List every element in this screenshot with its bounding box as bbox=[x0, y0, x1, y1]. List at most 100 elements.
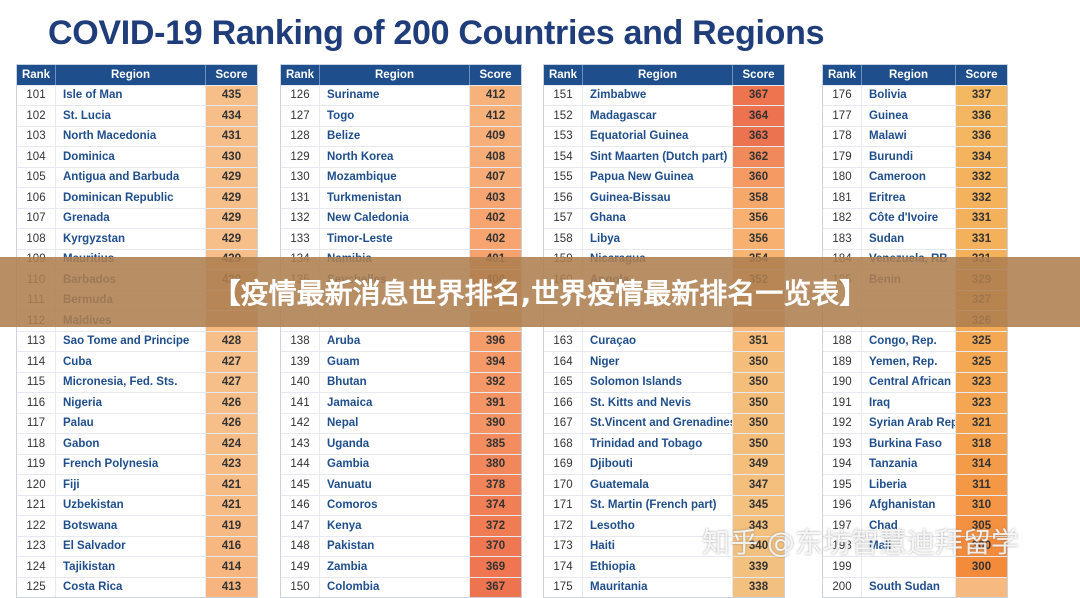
score-cell: 402 bbox=[470, 208, 521, 228]
rank-cell: 114 bbox=[17, 352, 56, 372]
table-row: 105 Antigua and Barbuda 429 bbox=[17, 166, 257, 187]
rank-cell: 173 bbox=[544, 536, 583, 556]
rank-cell: 165 bbox=[544, 372, 583, 392]
table-row: 181 Eritrea 332 bbox=[823, 187, 1007, 208]
region-cell: Syrian Arab Republic bbox=[862, 413, 956, 433]
region-cell: St.Vincent and Grenadines bbox=[583, 413, 733, 433]
rank-cell: 103 bbox=[17, 126, 56, 146]
table-row: 106 Dominican Republic 429 bbox=[17, 187, 257, 208]
region-cell: Solomon Islands bbox=[583, 372, 733, 392]
region-cell: Dominica bbox=[56, 147, 206, 167]
rank-header: Rank bbox=[823, 65, 862, 85]
score-cell: 351 bbox=[733, 331, 784, 351]
region-cell: Lesotho bbox=[583, 516, 733, 536]
rank-cell: 193 bbox=[823, 434, 862, 454]
rank-cell: 133 bbox=[281, 229, 320, 249]
rank-cell: 195 bbox=[823, 475, 862, 495]
score-cell: 311 bbox=[956, 475, 1007, 495]
region-cell: Djibouti bbox=[583, 454, 733, 474]
rank-header: Rank bbox=[17, 65, 56, 85]
region-cell: Ethiopia bbox=[583, 557, 733, 577]
score-cell: 336 bbox=[956, 126, 1007, 146]
score-cell: 429 bbox=[206, 167, 257, 187]
table-row: 153 Equatorial Guinea 363 bbox=[544, 125, 784, 146]
table-row: 147 Kenya 372 bbox=[281, 515, 521, 536]
table-row: 166 St. Kitts and Nevis 350 bbox=[544, 392, 784, 413]
region-cell: Burundi bbox=[862, 147, 956, 167]
region-cell: Guatemala bbox=[583, 475, 733, 495]
table-row: 122 Botswana 419 bbox=[17, 515, 257, 536]
score-cell: 336 bbox=[956, 106, 1007, 126]
region-cell: Costa Rica bbox=[56, 577, 206, 597]
region-header: Region bbox=[56, 65, 206, 85]
score-cell: 402 bbox=[470, 229, 521, 249]
rank-cell: 141 bbox=[281, 393, 320, 413]
table-row: 158 Libya 356 bbox=[544, 228, 784, 249]
score-cell: 350 bbox=[733, 393, 784, 413]
score-cell: 350 bbox=[733, 434, 784, 454]
rank-cell: 138 bbox=[281, 331, 320, 351]
rank-cell: 140 bbox=[281, 372, 320, 392]
table-header: Rank Region Score bbox=[281, 65, 521, 85]
rank-cell: 167 bbox=[544, 413, 583, 433]
region-cell: Botswana bbox=[56, 516, 206, 536]
region-cell: Uzbekistan bbox=[56, 495, 206, 515]
region-cell: Eritrea bbox=[862, 188, 956, 208]
score-cell: 350 bbox=[733, 372, 784, 392]
rank-cell: 151 bbox=[544, 85, 583, 105]
table-row: 143 Uganda 385 bbox=[281, 433, 521, 454]
score-cell: 403 bbox=[470, 188, 521, 208]
ranking-table-2: Rank Region Score 126 Suriname 412 127 Togo 412 1… bbox=[280, 64, 522, 598]
table-row: 183 Sudan 331 bbox=[823, 228, 1007, 249]
region-cell: Sudan bbox=[862, 229, 956, 249]
region-header: Region bbox=[583, 65, 733, 85]
region-cell: Côte d'Ivoire bbox=[862, 208, 956, 228]
score-header: Score bbox=[479, 68, 512, 81]
region-cell: Turkmenistan bbox=[320, 188, 470, 208]
table-row: 199 300 bbox=[823, 556, 1007, 577]
region-cell: Comoros bbox=[320, 495, 470, 515]
rank-cell: 181 bbox=[823, 188, 862, 208]
table-row: 155 Papua New Guinea 360 bbox=[544, 166, 784, 187]
score-cell: 305 bbox=[956, 516, 1007, 536]
table-row: 165 Solomon Islands 350 bbox=[544, 371, 784, 392]
table-row: 114 Cuba 427 bbox=[17, 351, 257, 372]
region-cell: Bolivia bbox=[862, 85, 956, 105]
table-header: Rank Region Score bbox=[823, 65, 1007, 85]
score-cell: 372 bbox=[470, 516, 521, 536]
score-cell: 362 bbox=[733, 147, 784, 167]
region-cell: Guinea-Bissau bbox=[583, 188, 733, 208]
table-row: 198 Mali 300 bbox=[823, 535, 1007, 556]
score-header: Score bbox=[965, 68, 998, 81]
rank-cell: 139 bbox=[281, 352, 320, 372]
rank-cell: 182 bbox=[823, 208, 862, 228]
score-cell: 325 bbox=[956, 352, 1007, 372]
region-cell: Aruba bbox=[320, 331, 470, 351]
rank-cell: 174 bbox=[544, 557, 583, 577]
score-cell: 421 bbox=[206, 475, 257, 495]
score-cell: 334 bbox=[956, 147, 1007, 167]
rank-cell: 106 bbox=[17, 188, 56, 208]
region-cell: Palau bbox=[56, 413, 206, 433]
table-row: 176 Bolivia 337 bbox=[823, 84, 1007, 105]
table-row: 177 Guinea 336 bbox=[823, 105, 1007, 126]
rank-cell: 108 bbox=[17, 229, 56, 249]
table-row: 117 Palau 426 bbox=[17, 412, 257, 433]
region-cell: Micronesia, Fed. Sts. bbox=[56, 372, 206, 392]
rank-cell: 172 bbox=[544, 516, 583, 536]
score-cell: 350 bbox=[733, 413, 784, 433]
rank-cell: 188 bbox=[823, 331, 862, 351]
rank-cell: 145 bbox=[281, 475, 320, 495]
rank-cell: 119 bbox=[17, 454, 56, 474]
region-cell: Uganda bbox=[320, 434, 470, 454]
region-cell: Haiti bbox=[583, 536, 733, 556]
rank-cell: 126 bbox=[281, 85, 320, 105]
score-cell: 391 bbox=[470, 393, 521, 413]
table-row: 107 Grenada 429 bbox=[17, 207, 257, 228]
score-cell: 396 bbox=[470, 331, 521, 351]
rank-cell: 117 bbox=[17, 413, 56, 433]
rank-cell: 194 bbox=[823, 454, 862, 474]
table-row: 148 Pakistan 370 bbox=[281, 535, 521, 556]
rank-cell: 200 bbox=[823, 577, 862, 597]
region-cell: Curaçao bbox=[583, 331, 733, 351]
